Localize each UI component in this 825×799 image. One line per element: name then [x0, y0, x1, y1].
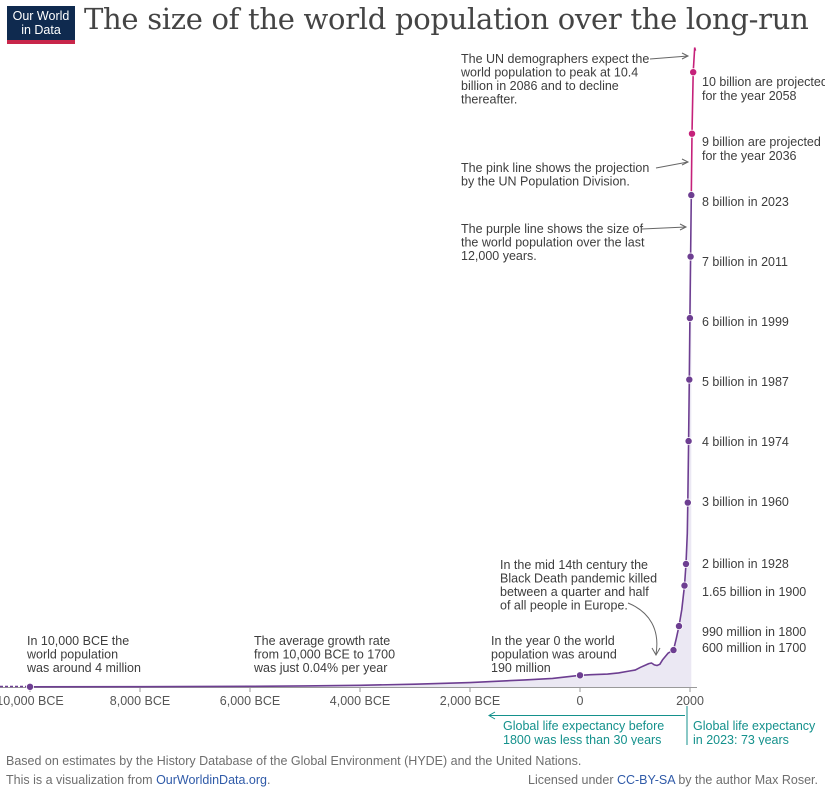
logo-line-2: in Data: [21, 23, 61, 37]
owid-logo[interactable]: Our World in Data: [7, 6, 75, 44]
start-note: In 10,000 BCE the world population was aro…: [26, 634, 141, 675]
population-area: [30, 195, 692, 687]
purple-arrowhead: [679, 223, 688, 231]
data-point[interactable]: [669, 646, 678, 655]
pink-arrow-line: [655, 161, 689, 169]
x-tick-label: 2,000 BCE: [440, 694, 500, 708]
data-point[interactable]: [680, 581, 689, 590]
x-tick-label: 4,000 BCE: [330, 694, 390, 708]
footer: Based on estimates by the History Databa…: [6, 752, 822, 790]
peak-arrowhead: [681, 52, 690, 60]
data-point[interactable]: [687, 191, 696, 200]
black-death-note: In the mid 14th century the Black Death p…: [500, 558, 657, 613]
pink-arrowhead: [681, 158, 690, 166]
data-point[interactable]: [25, 682, 34, 691]
growth-rate-note: The average growth rate from 10,000 BCE t…: [253, 634, 395, 675]
life-expectancy-before-label: Global life expectancy before 1800 was le…: [503, 719, 664, 745]
milestone-label: 10 billion are projected for the year 205…: [702, 75, 825, 103]
visualization-note: This is a visualization from OurWorldinD…: [6, 771, 822, 790]
x-tick-label: 0: [577, 694, 584, 708]
life-expectancy-after-label: Global life expectancy in 2023: 73 years: [693, 719, 816, 745]
data-point[interactable]: [685, 314, 694, 323]
historical-population-line: [29, 195, 693, 688]
milestone-label: 990 million in 1800: [702, 625, 806, 639]
owid-link[interactable]: OurWorldinData.org: [156, 773, 267, 787]
milestone-label: 6 billion in 1999: [702, 315, 789, 329]
data-point[interactable]: [686, 252, 695, 261]
x-tick-label: 6,000 BCE: [220, 694, 280, 708]
population-chart: 10,000 BCE 8,000 BCE 6,000 BCE 4,000 BCE 2,0…: [0, 47, 825, 745]
chart-title: The size of the world population over th…: [84, 2, 809, 36]
data-point[interactable]: [688, 129, 697, 138]
purple-arrow-line: [641, 226, 687, 230]
milestone-label: 2 billion in 1928: [702, 557, 789, 571]
year-zero-note: In the year 0 the world population was ar…: [491, 634, 617, 675]
milestone-label: 3 billion in 1960: [702, 495, 789, 509]
license-link[interactable]: CC-BY-SA: [616, 773, 675, 787]
milestone-label: 7 billion in 2011: [702, 255, 788, 269]
black-death-arrowhead: [651, 647, 661, 657]
data-point[interactable]: [675, 622, 684, 631]
data-point[interactable]: [684, 437, 693, 446]
x-tick-label: 2000: [676, 694, 704, 708]
peak-note: The UN demographers expect the world popu…: [460, 52, 649, 107]
milestone-label: 9 billion are projected for the year 2036: [702, 135, 821, 163]
milestone-label: 8 billion in 2023: [702, 195, 789, 209]
data-point[interactable]: [689, 68, 698, 77]
logo-line-1: Our World: [12, 9, 70, 23]
milestone-label: 600 million in 1700: [702, 641, 806, 655]
visualization-suffix: .: [267, 773, 271, 787]
data-point[interactable]: [683, 498, 692, 507]
peak-arrow-line: [649, 55, 689, 60]
x-tick-label: 10,000 BCE: [0, 694, 64, 708]
license-prefix: Licensed under: [528, 773, 617, 787]
data-point[interactable]: [685, 375, 694, 384]
purple-line-note: The purple line shows the size of the wor…: [461, 222, 645, 263]
life-expectancy-arrowhead: [488, 711, 496, 720]
x-tick-label: 8,000 BCE: [110, 694, 170, 708]
milestone-label: 1.65 billion in 1900: [702, 585, 806, 599]
license-note: Licensed under CC-BY-SA by the author Ma…: [528, 771, 818, 790]
pink-line-note: The pink line shows the projection by the…: [461, 161, 649, 189]
license-suffix: by the author Max Roser.: [674, 773, 818, 787]
data-point[interactable]: [682, 560, 691, 569]
source-note: Based on estimates by the History Databa…: [6, 754, 582, 768]
black-death-arrow-line: [627, 602, 658, 655]
data-point[interactable]: [576, 671, 585, 680]
visualization-prefix: This is a visualization from: [6, 773, 157, 787]
milestone-label: 5 billion in 1987: [702, 375, 789, 389]
milestone-label: 4 billion in 1974: [702, 435, 789, 449]
